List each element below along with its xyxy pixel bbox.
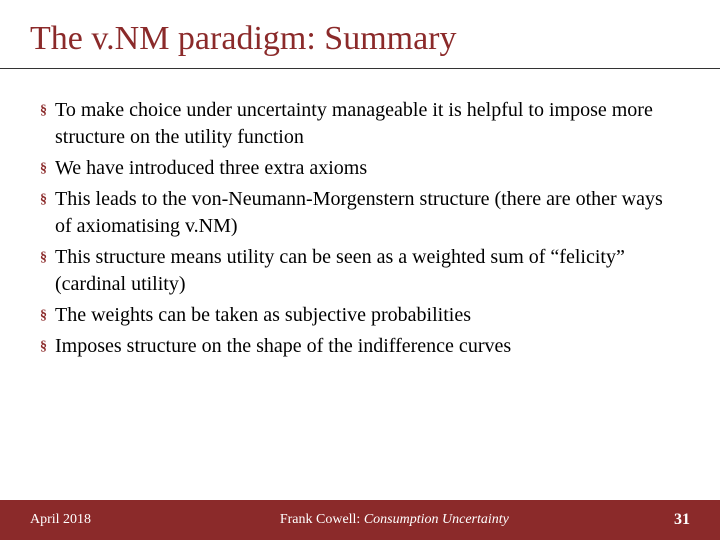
footer-topic: Consumption Uncertainty [364, 512, 509, 527]
slide-content: § To make choice under uncertainty manag… [0, 69, 720, 360]
bullet-item: § To make choice under uncertainty manag… [40, 97, 680, 151]
slide-title: The v.NM paradigm: Summary [0, 0, 720, 69]
footer-date: April 2018 [30, 512, 91, 528]
bullet-item: § The weights can be taken as subjective… [40, 302, 680, 329]
bullet-marker-icon: § [40, 160, 47, 179]
footer-page-number: 31 [674, 511, 690, 529]
bullet-text: The weights can be taken as subjective p… [55, 302, 680, 329]
bullet-text: Imposes structure on the shape of the in… [55, 333, 680, 360]
bullet-marker-icon: § [40, 249, 47, 268]
footer-attribution: Frank Cowell: Consumption Uncertainty [280, 512, 509, 528]
bullet-text: This leads to the von-Neumann-Morgenster… [55, 186, 680, 240]
bullet-item: § We have introduced three extra axioms [40, 155, 680, 182]
bullet-item: § This structure means utility can be se… [40, 244, 680, 298]
bullet-item: § Imposes structure on the shape of the … [40, 333, 680, 360]
slide-footer: April 2018 Frank Cowell: Consumption Unc… [0, 500, 720, 540]
bullet-text: To make choice under uncertainty managea… [55, 97, 680, 151]
bullet-item: § This leads to the von-Neumann-Morgenst… [40, 186, 680, 240]
bullet-text: We have introduced three extra axioms [55, 155, 680, 182]
footer-author: Frank Cowell: [280, 512, 364, 527]
bullet-marker-icon: § [40, 338, 47, 357]
bullet-text: This structure means utility can be seen… [55, 244, 680, 298]
bullet-marker-icon: § [40, 102, 47, 121]
bullet-marker-icon: § [40, 307, 47, 326]
bullet-marker-icon: § [40, 191, 47, 210]
slide-container: The v.NM paradigm: Summary § To make cho… [0, 0, 720, 540]
